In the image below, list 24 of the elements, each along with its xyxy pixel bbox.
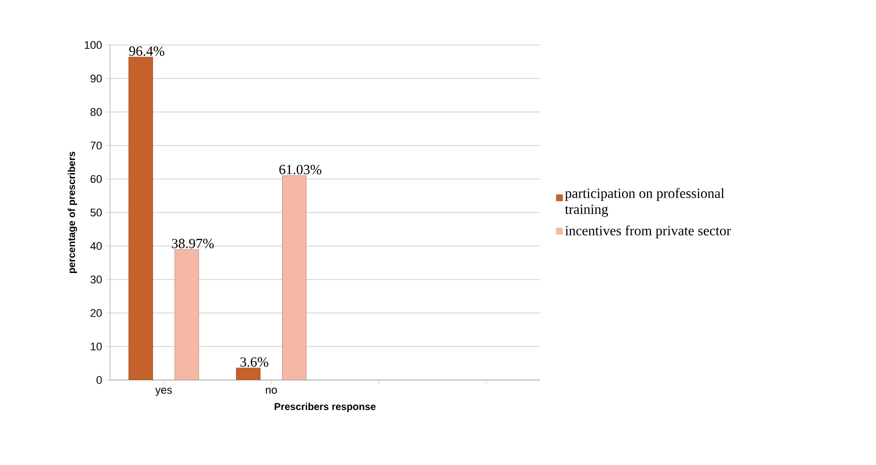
- x-axis-title: Prescribers response: [274, 402, 376, 412]
- y-tick-label: 20: [90, 309, 102, 317]
- bar: [174, 249, 199, 380]
- y-tick-label: 0: [96, 376, 102, 384]
- legend-label: participation on professional training: [565, 188, 724, 217]
- data-label: 3.6%: [240, 357, 268, 367]
- y-tick-label: 80: [90, 108, 102, 116]
- y-tick-label: 90: [90, 74, 102, 82]
- y-tick-label: 70: [90, 142, 102, 150]
- legend-label: incentives from private sector: [565, 225, 731, 238]
- data-label: 38.97%: [172, 238, 214, 248]
- y-axis-title: percentage of prescribers: [68, 152, 78, 274]
- y-tick-label: 10: [90, 342, 102, 350]
- x-tick-label: no: [266, 388, 277, 394]
- x-tick-label: yes: [155, 388, 172, 396]
- data-label: 96.4%: [129, 46, 164, 56]
- y-tick-label: 40: [90, 242, 102, 250]
- y-tick-label: 50: [90, 208, 102, 216]
- y-tick-label: 60: [90, 175, 102, 183]
- y-tick-label: 100: [84, 41, 102, 49]
- bar: [128, 56, 153, 380]
- y-tick-label: 30: [90, 276, 102, 284]
- data-label: 61.03%: [279, 164, 322, 174]
- bar: [282, 175, 306, 380]
